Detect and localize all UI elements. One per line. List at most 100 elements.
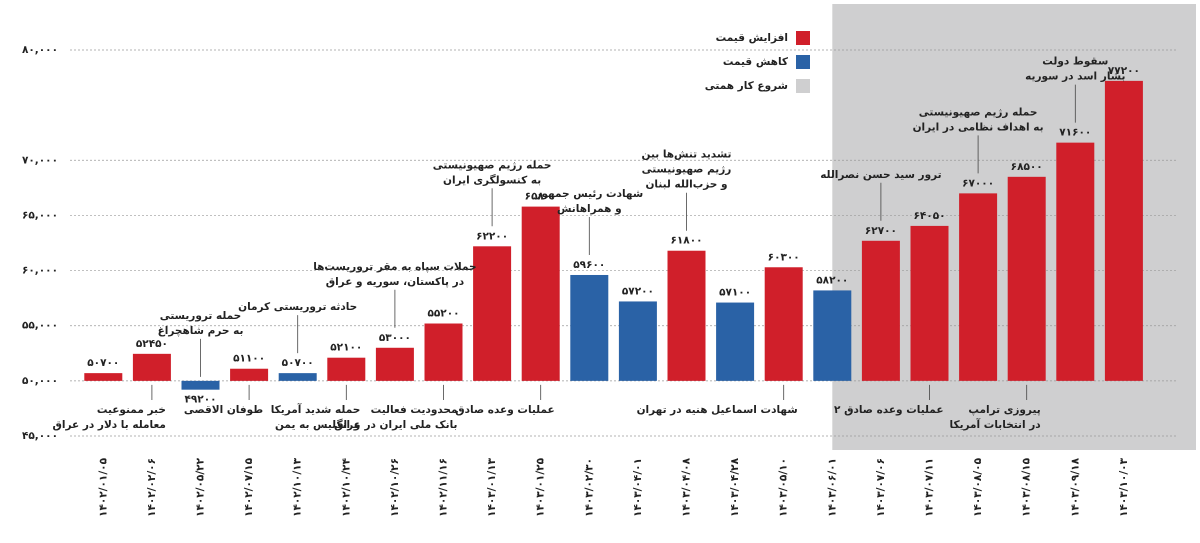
x-tick-label: ۱۴۰۳/۰۱/۲۵ [535,457,547,517]
annotation: به اهداف نظامی در ایران [913,121,1044,133]
value-label: ۶۱۸۰۰ [670,235,702,247]
value-label: ۶۲۲۰۰ [476,230,508,242]
annotation: خبر ممنوعیت [97,404,166,416]
bar [473,246,512,381]
legend-label: کاهش قیمت [723,56,789,68]
legend-swatch [796,55,810,69]
value-label: ۵۹۶۰۰ [573,259,605,271]
annotation: عملیات وعده صادق [455,404,554,416]
bar [570,274,609,381]
bar [1007,176,1046,381]
annotation: حمله رژیم صهیونیستی [433,159,552,171]
annotation: طوفان الاقصی [184,404,263,416]
annotation: رژیم صهیونیستی [642,164,732,176]
annotation: در پاکستان، سوریه و عراق [326,276,465,288]
x-tick-label: ۱۴۰۲/۱۱/۱۶ [438,458,450,517]
annotation: حمله تروریستی [160,310,242,322]
annotation: محدودیت فعالیت [371,404,458,416]
annotation: در انتخابات آمریکا [950,418,1042,431]
annotation: حادثه تروریستی کرمان [238,301,357,313]
x-tick-label: ۱۴۰۳/۰۱/۱۳ [486,457,498,517]
x-tick-label: ۱۴۰۲/۱۰/۲۴ [340,457,352,517]
value-label: ۵۳۰۰۰ [379,332,411,344]
x-tick-label: ۱۴۰۲/۰۱/۰۵ [97,457,109,517]
legend-label: شروع کار همتی [705,80,788,92]
annotation: بانک ملی ایران در عراق [334,419,457,431]
bar [181,380,220,390]
bar [84,373,123,381]
value-label: ۵۱۱۰۰ [233,353,265,365]
bar [813,290,852,381]
legend-swatch [796,31,810,45]
y-tick-label: ۶۰,۰۰۰ [22,265,58,277]
value-label: ۵۷۱۰۰ [719,287,751,299]
legend-swatch [796,79,810,93]
value-label: ۶۰۳۰۰ [768,251,800,263]
x-tick-label: ۱۴۰۲/۱۰/۲۶ [389,458,401,517]
x-tick-label: ۱۴۰۳/۰۶/۰۱ [826,458,838,517]
value-label: ۶۸۵۰۰ [1011,161,1043,173]
x-tick-label: ۱۴۰۳/۱۰/۰۳ [1118,457,1130,517]
bar [521,206,560,381]
bar [861,240,900,381]
annotation: و حزب‌الله لبنان [645,179,727,191]
value-label: ۶۷۰۰۰ [962,177,994,189]
bar [667,250,706,381]
y-tick-label: ۴۵,۰۰۰ [22,430,58,442]
value-label: ۵۰۷۰۰ [282,357,314,369]
bar [910,225,949,381]
annotation: شهادت رئیس جمهور [534,188,643,200]
bar [716,302,755,381]
y-tick-label: ۸۰,۰۰۰ [22,44,58,56]
annotation: معامله با دلار در عراق [52,419,165,431]
bar [618,301,657,381]
x-tick-label: ۱۴۰۳/۰۵/۱۰ [778,458,790,517]
value-label: ۵۵۲۰۰ [427,308,459,320]
x-tick-label: ۱۴۰۳/۰۹/۱۸ [1069,457,1081,517]
bar [959,193,998,381]
bar [764,267,803,381]
x-tick-label: ۱۴۰۳/۰۴/۰۱ [632,458,644,517]
annotation: شهادت اسماعیل هنیه در تهران [637,404,798,416]
x-tick-label: ۱۴۰۲/۰۵/۲۲ [195,457,207,517]
value-label: ۶۵۸۰۰ [525,191,557,203]
value-label: ۶۴۰۵۰ [913,210,945,222]
x-tick-label: ۱۴۰۳/۰۷/۱۱ [924,458,936,517]
x-tick-label: ۱۴۰۲/۰۲/۰۶ [146,458,158,517]
x-tick-label: ۱۴۰۳/۰۴/۰۸ [681,457,693,517]
annotation: پیروزی ترامپ [968,404,1040,416]
bar [132,353,171,381]
value-label: ۶۲۷۰۰ [865,225,897,237]
legend-label: افزایش قیمت [716,32,788,44]
x-tick-label: ۱۴۰۳/۰۴/۲۸ [729,457,741,517]
value-label: ۵۷۲۰۰ [622,285,654,297]
bar [230,368,269,381]
x-tick-label: ۱۴۰۲/۰۷/۱۵ [243,457,255,517]
y-tick-label: ۶۵,۰۰۰ [22,209,58,221]
annotation: و انگلیس به یمن [275,418,360,431]
annotation: عملیات وعده صادق ۲ [834,404,944,416]
value-label: ۷۷۲۰۰ [1108,65,1140,77]
x-tick-label: ۱۴۰۳/۰۲/۳۰ [583,458,595,517]
bar [1104,80,1143,381]
y-tick-label: ۷۰,۰۰۰ [22,154,58,166]
annotation: ترور سید حسن نصرالله [820,169,941,181]
value-label: ۵۲۴۵۰ [136,338,168,350]
x-tick-label: ۱۴۰۳/۰۸/۰۵ [972,457,984,517]
bar [1056,142,1095,381]
annotation: بشار اسد در سوریه [1025,71,1125,83]
x-tick-label: ۱۴۰۲/۱۰/۱۳ [292,457,304,517]
bar [327,357,366,381]
bar [375,347,414,381]
value-label: ۷۱۶۰۰ [1059,127,1091,139]
value-label: ۵۸۲۰۰ [816,274,848,286]
y-tick-label: ۵۵,۰۰۰ [22,320,58,332]
x-tick-label: ۱۴۰۳/۰۷/۰۶ [875,458,887,517]
annotation: حمله شدید آمریکا [271,403,361,416]
y-tick-label: ۵۰,۰۰۰ [22,375,58,387]
value-label: ۴۹۲۰۰ [184,394,216,406]
bar [424,323,463,381]
annotation: حملات سپاه به مقر تروریست‌ها [313,261,476,273]
